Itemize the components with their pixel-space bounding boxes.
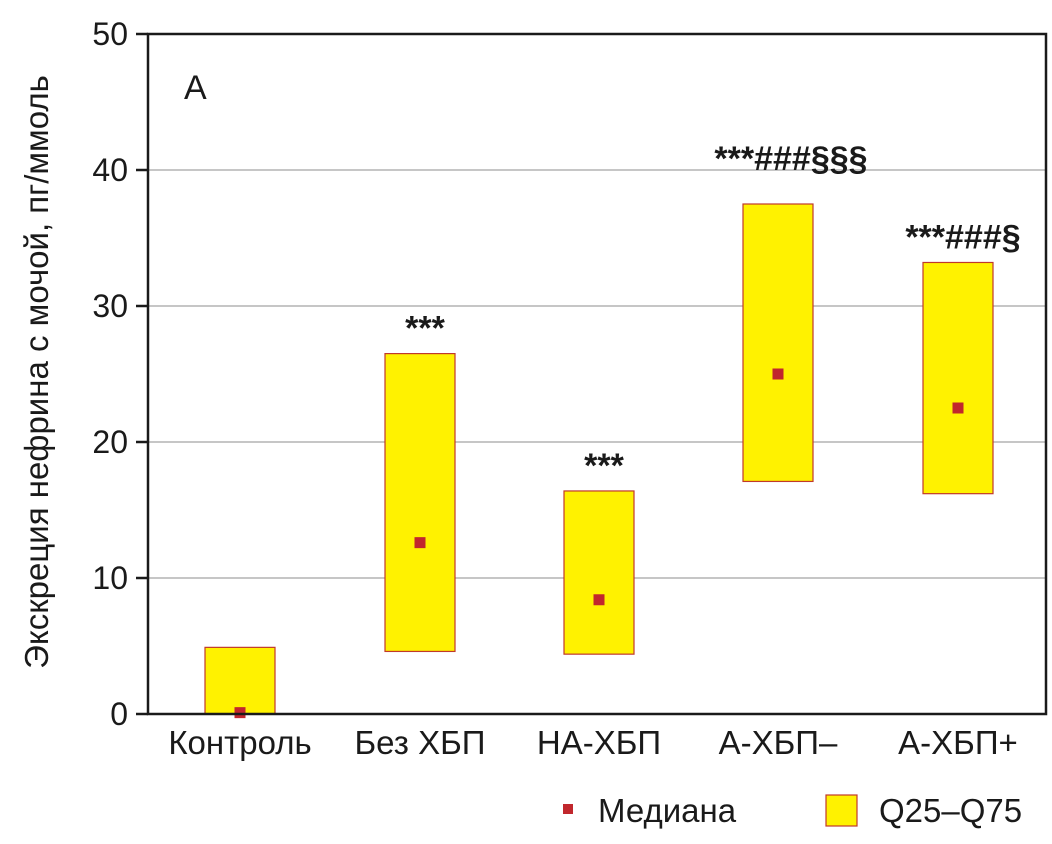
category-label: А-ХБП+ xyxy=(898,724,1018,761)
boxes xyxy=(204,203,994,715)
y-tick-label: 10 xyxy=(92,560,128,596)
legend-range-label: Q25–Q75 xyxy=(879,792,1022,829)
box-q25-q75 xyxy=(563,490,635,655)
category-label: А-ХБП– xyxy=(719,724,838,761)
significance-label: *** xyxy=(405,310,445,348)
y-tick-label: 0 xyxy=(110,696,128,732)
box-q25-q75 xyxy=(384,353,456,653)
legend-median-marker xyxy=(563,804,573,814)
legend: Медиана Q25–Q75 xyxy=(563,792,1022,829)
significance-label: ***###§§§ xyxy=(714,140,867,178)
panel-label: А xyxy=(184,69,207,107)
category-label: НА-ХБП xyxy=(537,724,661,761)
median-marker xyxy=(772,368,784,380)
significance-annotations: *** *** ***###§§§ ***###§ xyxy=(405,140,1021,485)
plot-frame xyxy=(146,32,1048,716)
y-tick-labels: 0 10 20 30 40 50 xyxy=(92,16,128,732)
median-marker xyxy=(593,594,605,606)
box-q25-q75 xyxy=(922,261,994,495)
median-marker xyxy=(414,537,426,549)
y-tick-label: 40 xyxy=(92,152,128,188)
category-label: Контроль xyxy=(168,724,311,761)
median-markers xyxy=(234,368,964,719)
significance-label: ***###§ xyxy=(905,218,1020,256)
legend-range-swatch xyxy=(825,794,858,827)
y-tick-label: 20 xyxy=(92,424,128,460)
median-marker xyxy=(234,707,246,719)
box-q25-q75 xyxy=(742,203,814,483)
category-labels: Контроль Без ХБП НА-ХБП А-ХБП– А-ХБП+ xyxy=(168,724,1018,761)
axes xyxy=(136,32,1048,716)
legend-median-label: Медиана xyxy=(598,792,737,829)
y-axis-title: Экскреция нефрина с мочой, пг/ммоль xyxy=(18,75,55,669)
box-q25-q75 xyxy=(204,646,276,715)
y-tick-label: 50 xyxy=(92,16,128,52)
significance-label: *** xyxy=(584,447,624,485)
y-tick-label: 30 xyxy=(92,288,128,324)
median-marker xyxy=(952,402,964,414)
category-label: Без ХБП xyxy=(355,724,486,761)
